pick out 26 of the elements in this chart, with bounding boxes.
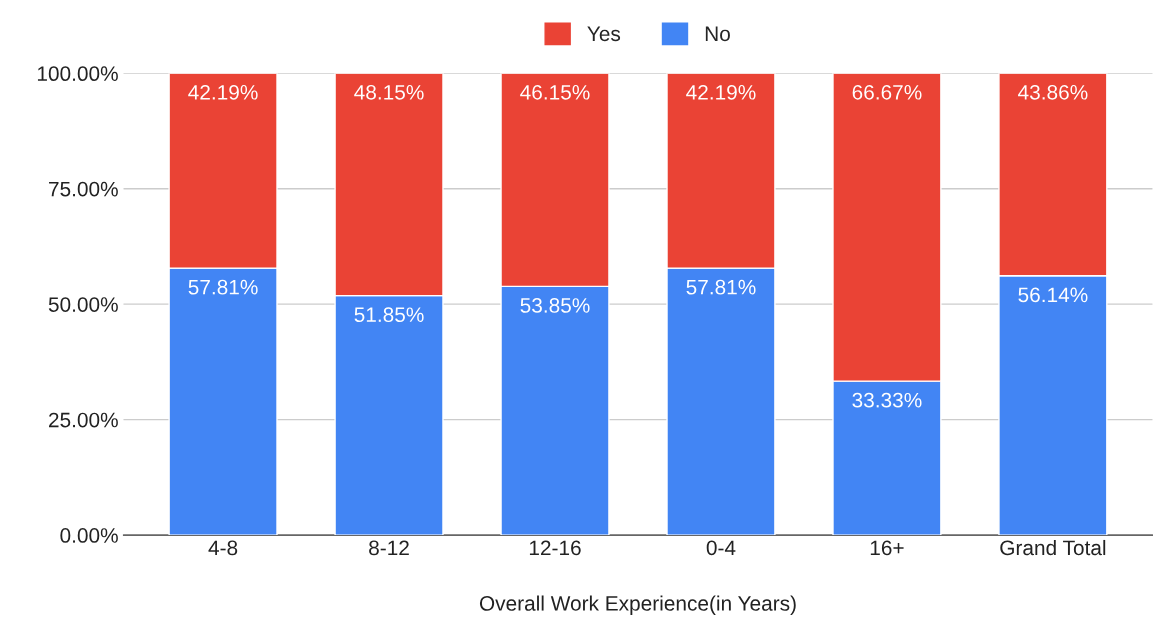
x-tick-label: 12-16 [529, 540, 581, 556]
data-label: 33.33% [852, 392, 922, 408]
data-label: 48.15% [354, 84, 424, 100]
y-tick-label: 75.00% [49, 181, 118, 197]
x-tick-label: 8-12 [369, 540, 409, 556]
data-label: 57.81% [686, 279, 756, 295]
y-tick-label: 50.00% [48, 297, 118, 312]
data-label: 56.14% [1018, 287, 1088, 303]
x-tick-label: 0-4 [706, 540, 736, 556]
x-axis-title: Overall Work Experience(in Years) [479, 595, 796, 615]
data-label: 53.85% [520, 298, 590, 313]
data-label: 57.81% [188, 279, 258, 295]
x-tick-label: 16+ [870, 540, 904, 556]
legend-label: No [705, 26, 730, 42]
x-tick-label: Grand Total [1000, 539, 1106, 556]
data-label: 66.67% [852, 84, 922, 100]
data-label: 51.85% [354, 307, 424, 323]
legend-label: Yes [587, 26, 621, 42]
data-label: 42.19% [686, 84, 756, 100]
y-tick-label: 100.00% [37, 66, 118, 82]
y-tick-label: 0.00% [60, 528, 118, 543]
x-tick-label: 4-8 [208, 540, 238, 556]
y-tick-label: 25.00% [49, 412, 118, 428]
data-label: 42.19% [188, 84, 258, 100]
data-label: 43.86% [1018, 84, 1088, 100]
data-label: 46.15% [520, 84, 590, 100]
